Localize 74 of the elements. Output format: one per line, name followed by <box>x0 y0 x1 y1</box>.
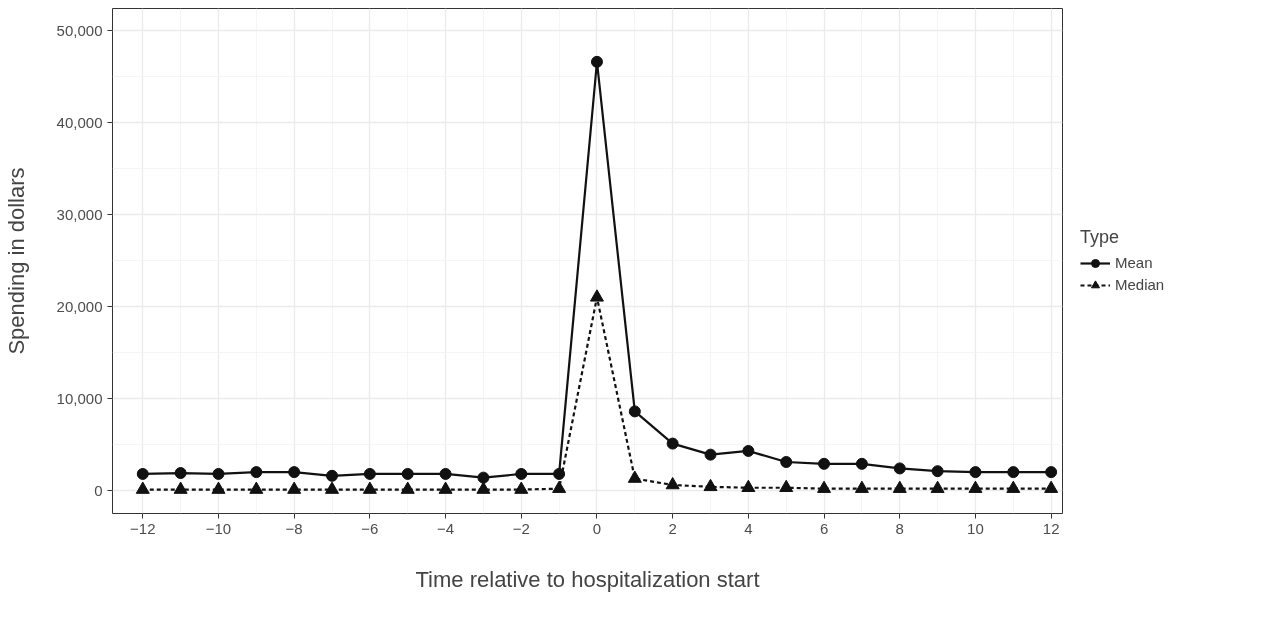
point <box>212 467 225 480</box>
legend-label: Mean <box>1115 254 1153 271</box>
point <box>665 476 680 490</box>
x-tick-label: 6 <box>819 519 829 537</box>
point <box>514 481 529 494</box>
x-tick-label: 2 <box>668 519 677 537</box>
point <box>704 448 717 461</box>
x-tick-label: 12 <box>1042 519 1060 537</box>
point <box>780 456 793 468</box>
point <box>401 467 414 480</box>
point <box>477 471 490 484</box>
x-tick-label: −2 <box>512 519 530 537</box>
point <box>1045 466 1058 479</box>
point <box>400 481 415 494</box>
point <box>552 480 567 493</box>
point <box>326 469 339 482</box>
x-tick-label: −8 <box>285 519 303 537</box>
point <box>818 457 831 470</box>
point <box>476 481 491 494</box>
point <box>362 481 377 494</box>
y-tick-label: 20,000 <box>56 297 103 315</box>
point <box>779 479 794 492</box>
y-tick-label: 50,000 <box>56 21 103 39</box>
point <box>1044 480 1059 493</box>
y-tick-label: 40,000 <box>56 113 103 131</box>
point <box>1006 480 1021 493</box>
point <box>627 470 642 483</box>
x-tick-label: 10 <box>967 519 984 537</box>
x-tick-label: −10 <box>205 519 232 537</box>
y-tick-label: 10,000 <box>56 389 103 407</box>
x-tick-label: 8 <box>895 519 904 537</box>
x-tick-label: −12 <box>130 519 156 537</box>
point <box>892 480 907 493</box>
point <box>438 481 453 494</box>
point <box>817 480 832 493</box>
point <box>363 467 376 480</box>
point <box>666 437 679 450</box>
point <box>325 481 340 494</box>
x-tick-label: 0 <box>592 519 602 537</box>
point <box>854 480 869 493</box>
point <box>969 466 982 479</box>
point <box>968 480 983 493</box>
point <box>174 467 187 480</box>
point <box>173 481 188 494</box>
point <box>211 481 226 494</box>
y-tick-label: 0 <box>94 481 103 499</box>
x-tick-label: −4 <box>437 519 455 537</box>
point <box>931 465 944 478</box>
point <box>590 55 603 68</box>
point <box>930 480 945 493</box>
x-tick-label: 4 <box>744 519 753 537</box>
point <box>553 467 566 480</box>
point <box>287 481 302 494</box>
point <box>628 405 641 418</box>
legend-label: Median <box>1115 276 1165 293</box>
y-tick-label: 30,000 <box>56 205 103 223</box>
point <box>136 467 149 480</box>
legend-title: Type <box>1080 226 1121 248</box>
x-axis-title: Time relative to hospitalization start <box>415 566 760 592</box>
point <box>855 457 868 470</box>
point <box>135 481 150 494</box>
point <box>1007 466 1020 479</box>
x-tick-label: −6 <box>361 519 379 537</box>
point <box>589 289 604 302</box>
point <box>250 466 263 479</box>
point <box>703 478 718 492</box>
y-axis-title: Spending in dollars <box>3 167 29 355</box>
point <box>288 466 301 479</box>
point <box>515 467 528 480</box>
point <box>249 481 264 494</box>
point <box>741 479 756 492</box>
point <box>893 462 906 475</box>
point <box>439 467 452 480</box>
point <box>742 444 755 457</box>
